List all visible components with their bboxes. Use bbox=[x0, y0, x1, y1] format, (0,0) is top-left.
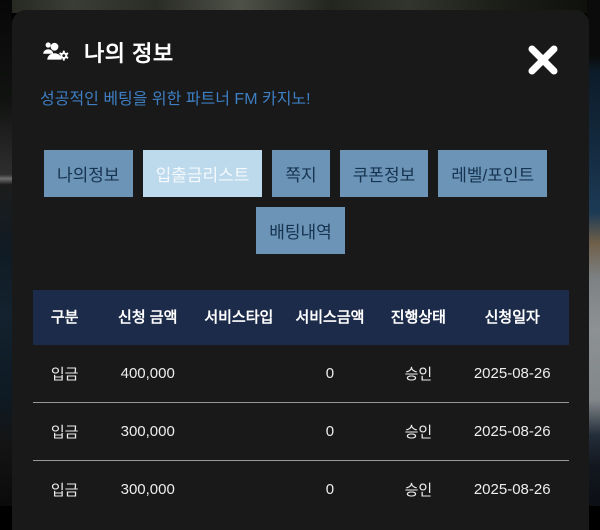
column-header-type: 구분 bbox=[32, 290, 97, 345]
column-header-amount: 신청 금액 bbox=[96, 290, 199, 345]
close-button[interactable] bbox=[525, 43, 561, 77]
table-row: 입금 300,000 0 승인 2025-08-26 bbox=[32, 460, 569, 519]
background-photo-right bbox=[587, 0, 600, 506]
cell-date: 2025-08-26 bbox=[473, 481, 551, 498]
cell-type: 입금 bbox=[50, 366, 79, 383]
cell-service-type bbox=[199, 403, 279, 461]
table-header-row: 구분 신청 금액 서비스타입 서비스금액 진행상태 신청일자 bbox=[32, 290, 569, 345]
users-gear-icon bbox=[42, 40, 72, 65]
cell-service-type bbox=[199, 461, 279, 519]
modal-header: 나의 정보 bbox=[12, 10, 589, 75]
tab-level-point[interactable]: 레벨/포인트 bbox=[438, 150, 548, 197]
cell-amount: 400,000 bbox=[120, 365, 175, 382]
cell-status: 승인 bbox=[404, 366, 433, 383]
tab-my-info[interactable]: 나의정보 bbox=[44, 150, 133, 197]
cell-date: 2025-08-26 bbox=[473, 423, 551, 440]
close-icon bbox=[527, 45, 559, 75]
background-photo-left bbox=[0, 0, 12, 506]
cell-status: 승인 bbox=[404, 424, 433, 441]
cell-service-amount: 0 bbox=[325, 481, 335, 498]
column-header-date: 신청일자 bbox=[455, 290, 569, 345]
tab-betting-history[interactable]: 배팅내역 bbox=[256, 207, 345, 254]
cell-date: 2025-08-26 bbox=[473, 365, 551, 382]
column-header-service-amount: 서비스금액 bbox=[279, 290, 381, 345]
tab-coupon-info[interactable]: 쿠폰정보 bbox=[339, 150, 429, 197]
column-header-service-type: 서비스타입 bbox=[198, 290, 280, 345]
table-row: 입금 300,000 0 승인 2025-08-26 bbox=[32, 402, 569, 461]
modal-subtitle: 성공적인 베팅을 위한 파트너 FM 카지노! bbox=[40, 91, 311, 108]
cell-type: 입금 bbox=[50, 424, 79, 441]
tabs-row-2: 배팅내역 bbox=[12, 207, 589, 254]
my-info-modal: 나의 정보 성공적인 베팅을 위한 파트너 FM 카지노! 나의정보 입출금리스… bbox=[12, 10, 589, 530]
cell-type: 입금 bbox=[50, 482, 79, 499]
background-photo-top bbox=[0, 0, 600, 13]
transactions-table: 구분 신청 금액 서비스타입 서비스금액 진행상태 신청일자 입금 400,00… bbox=[32, 290, 569, 519]
table-row: 입금 400,000 0 승인 2025-08-26 bbox=[33, 345, 569, 403]
modal-title: 나의 정보 bbox=[84, 41, 174, 66]
tab-deposit-withdraw-list[interactable]: 입출금리스트 bbox=[142, 150, 263, 197]
cell-amount: 300,000 bbox=[120, 423, 175, 440]
cell-service-amount: 0 bbox=[325, 423, 335, 440]
cell-amount: 300,000 bbox=[120, 481, 175, 498]
tab-message[interactable]: 쪽지 bbox=[272, 150, 330, 197]
column-header-status: 진행상태 bbox=[380, 290, 456, 345]
cell-status: 승인 bbox=[404, 482, 433, 499]
tabs-row-1: 나의정보 입출금리스트 쪽지 쿠폰정보 레벨/포인트 bbox=[12, 150, 589, 197]
cell-service-amount: 0 bbox=[325, 365, 335, 382]
cell-service-type bbox=[199, 345, 279, 403]
